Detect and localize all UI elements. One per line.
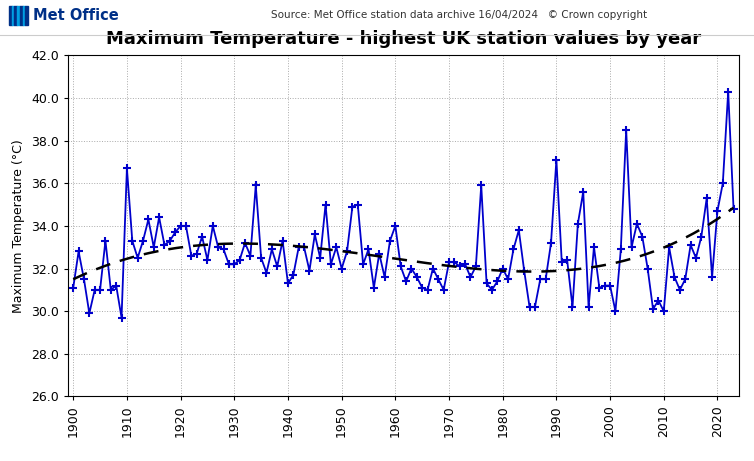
Y-axis label: Maximum Temperature (°C): Maximum Temperature (°C)	[12, 139, 26, 313]
Station trend	[458, 265, 467, 270]
Station	[69, 285, 78, 290]
Station	[74, 249, 83, 254]
Line: Station: Station	[69, 88, 737, 322]
Station	[117, 315, 126, 320]
Text: Source: Met Office station data archive 16/04/2024   © Crown copyright: Source: Met Office station data archive …	[271, 10, 648, 20]
Station	[364, 247, 373, 252]
Station	[729, 206, 738, 212]
Station	[112, 283, 121, 289]
Station trend	[566, 267, 575, 272]
Station trend	[367, 253, 376, 258]
Station trend	[69, 277, 78, 282]
Station	[455, 264, 464, 269]
Line: Station trend: Station trend	[73, 208, 734, 279]
Station trend	[510, 268, 519, 274]
Station	[198, 234, 207, 239]
Station	[724, 89, 733, 95]
Station trend	[238, 241, 247, 246]
Title: Maximum Temperature - highest UK station values by year: Maximum Temperature - highest UK station…	[106, 30, 701, 48]
Station trend	[185, 243, 195, 249]
Station	[268, 247, 277, 252]
Text: Met Office: Met Office	[33, 8, 119, 23]
Station trend	[729, 205, 738, 211]
